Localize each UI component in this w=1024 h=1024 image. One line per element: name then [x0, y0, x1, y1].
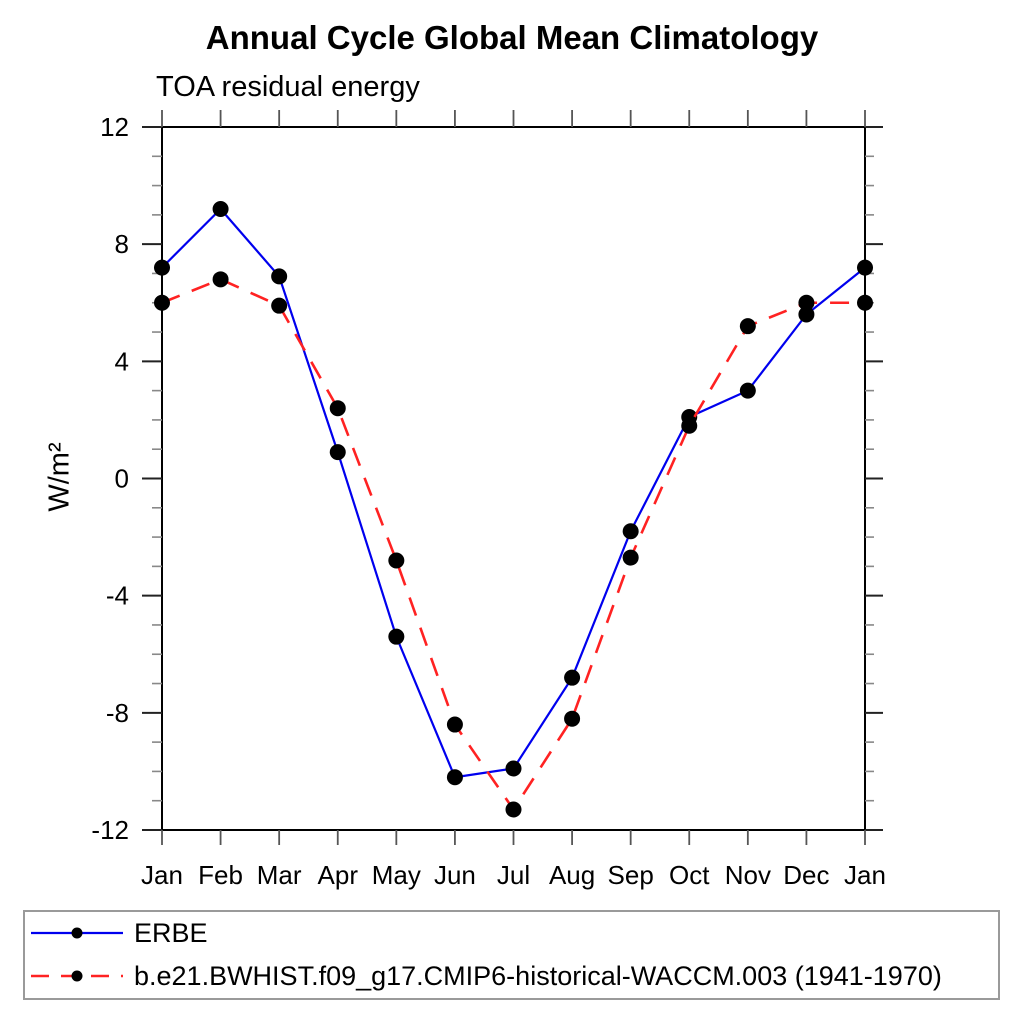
- data-point-marker: [564, 669, 581, 686]
- legend-item-model: b.e21.BWHIST.f09_g17.CMIP6-historical-WA…: [28, 955, 998, 998]
- series-line: [161, 207, 866, 779]
- data-point-marker: [446, 769, 463, 786]
- y-tick-label: 4: [115, 346, 129, 376]
- x-tick-label: Jul: [497, 860, 530, 890]
- y-tick-label: -8: [106, 698, 129, 728]
- legend-line-sample-dashed: [31, 970, 123, 982]
- x-tick-label: Dec: [783, 860, 829, 890]
- data-point-marker: [798, 294, 815, 311]
- data-point-marker: [329, 400, 346, 417]
- data-point-marker: [505, 801, 522, 818]
- x-tick-label: Mar: [257, 860, 302, 890]
- y-tick-label: 8: [115, 229, 129, 259]
- data-point-marker: [505, 760, 522, 777]
- data-point-marker: [388, 628, 405, 645]
- x-tick-label: Jan: [141, 860, 183, 890]
- legend-label-model: b.e21.BWHIST.f09_g17.CMIP6-historical-WA…: [134, 961, 942, 991]
- x-tick-label: Sep: [608, 860, 654, 890]
- data-point-marker: [271, 297, 288, 314]
- x-tick-label: Apr: [318, 860, 359, 890]
- legend-marker-dot: [71, 970, 83, 982]
- x-tick-label: Aug: [549, 860, 595, 890]
- legend-item-erbe: ERBE: [28, 912, 998, 955]
- chart-subtitle: TOA residual energy: [156, 71, 420, 103]
- x-tick-label: May: [372, 860, 421, 890]
- legend-marker-dot: [71, 927, 83, 939]
- y-tick-label: 12: [100, 112, 129, 142]
- x-tick-label: Jan: [844, 860, 886, 890]
- data-point-marker: [739, 318, 756, 335]
- plot-frame: [161, 126, 866, 831]
- series-line: [161, 277, 865, 812]
- chart-title: Annual Cycle Global Mean Climatology: [205, 19, 819, 56]
- x-tick-label: Nov: [725, 860, 771, 890]
- data-point-marker: [388, 552, 405, 569]
- data-point-marker: [857, 294, 873, 311]
- data-point-marker: [622, 523, 639, 540]
- data-point-marker: [212, 201, 229, 218]
- series-model: [154, 271, 873, 818]
- y-axis: 12 8 4 0 -4 -8 -12: [91, 112, 883, 845]
- data-point-marker: [271, 268, 288, 285]
- data-point-marker: [857, 259, 873, 276]
- legend-line-sample-solid: [31, 927, 123, 939]
- legend-label-erbe: ERBE: [134, 918, 208, 948]
- y-tick-label: -12: [91, 815, 129, 845]
- x-axis: Jan Feb Mar Apr May Jun Jul Aug Sep Oct Nov Dec Jan: [141, 110, 886, 890]
- y-tick-label: 0: [115, 464, 129, 494]
- legend: ERBE b.e21.BWHIST.f09_g17.CMIP6-historic…: [23, 910, 1000, 1000]
- x-tick-label: Feb: [198, 860, 243, 890]
- data-point-marker: [739, 382, 756, 399]
- data-point-marker: [798, 306, 815, 323]
- x-tick-label: Oct: [669, 860, 710, 890]
- x-tick-label: Jun: [434, 860, 476, 890]
- data-point-marker: [154, 259, 170, 276]
- y-tick-label: -4: [106, 581, 129, 611]
- data-point-marker: [446, 716, 463, 733]
- series-erbe: [154, 201, 873, 786]
- data-point-marker: [622, 549, 639, 566]
- data-point-marker: [681, 417, 698, 434]
- data-point-marker: [212, 271, 229, 288]
- data-point-marker: [154, 294, 170, 311]
- data-point-marker: [329, 444, 346, 461]
- data-point-marker: [564, 710, 581, 727]
